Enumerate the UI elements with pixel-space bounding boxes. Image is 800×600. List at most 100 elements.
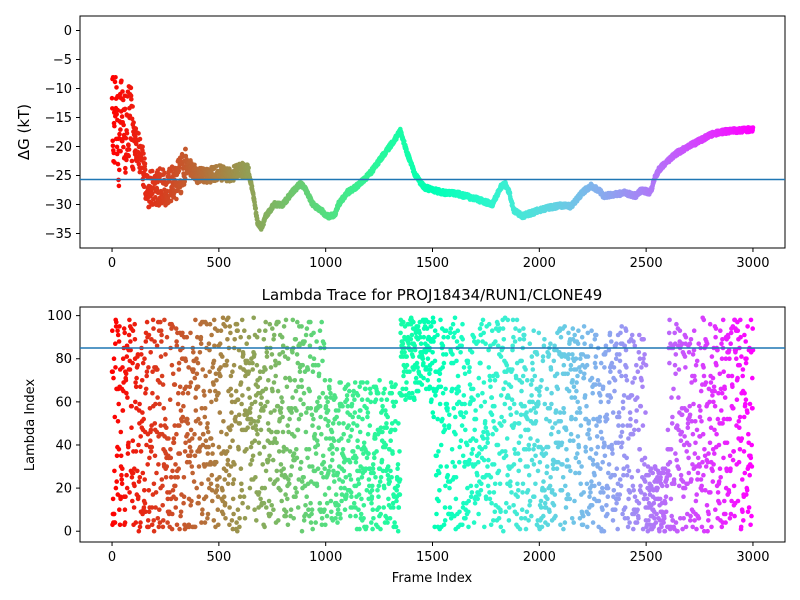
data-point	[134, 375, 139, 381]
data-point	[283, 317, 289, 323]
data-point	[246, 386, 251, 392]
data-point	[382, 485, 387, 491]
data-point	[171, 436, 177, 441]
data-point	[347, 459, 353, 465]
data-point	[151, 528, 157, 534]
data-point	[235, 397, 241, 403]
data-point	[250, 367, 255, 372]
data-point	[202, 406, 208, 411]
data-point	[314, 483, 320, 489]
data-point	[436, 498, 441, 504]
data-point	[131, 505, 137, 510]
data-point	[123, 371, 129, 377]
data-point	[276, 449, 282, 454]
data-point	[393, 382, 398, 387]
data-point	[227, 522, 232, 528]
data-point	[193, 408, 199, 413]
data-point	[170, 511, 175, 517]
data-point	[195, 360, 201, 366]
data-point	[143, 390, 148, 396]
data-point	[361, 503, 367, 508]
data-point	[292, 378, 298, 383]
data-point	[144, 373, 149, 379]
data-point	[369, 520, 374, 525]
data-point	[445, 472, 451, 478]
data-point	[475, 393, 481, 398]
data-point	[419, 382, 425, 387]
data-point	[330, 444, 335, 450]
data-point	[381, 390, 386, 396]
data-point	[237, 516, 242, 521]
data-point	[178, 513, 183, 519]
data-point	[449, 447, 455, 452]
data-point	[130, 498, 135, 504]
data-point	[512, 447, 517, 452]
data-point	[389, 390, 395, 396]
data-point	[115, 419, 121, 424]
data-point	[397, 477, 403, 482]
data-point	[476, 459, 481, 465]
data-point	[473, 438, 479, 444]
data-point	[285, 423, 291, 428]
data-point	[223, 468, 229, 474]
data-point	[267, 477, 273, 482]
data-point	[283, 513, 289, 519]
data-point	[147, 455, 152, 461]
data-point	[222, 500, 228, 506]
data-point	[176, 360, 182, 366]
data-point	[434, 453, 440, 459]
data-point	[388, 438, 394, 444]
data-point	[185, 421, 191, 426]
data-point	[130, 360, 135, 366]
data-point	[462, 401, 468, 407]
data-point	[329, 509, 334, 515]
data-point	[359, 496, 364, 502]
data-point	[262, 485, 268, 491]
data-point	[511, 334, 516, 340]
data-point	[267, 453, 272, 459]
data-point	[471, 334, 477, 340]
data-point	[159, 339, 164, 344]
data-point	[302, 339, 307, 344]
x-tick-label: 3000	[736, 256, 769, 271]
data-point	[334, 414, 340, 420]
data-point	[336, 408, 341, 413]
data-point	[445, 334, 451, 340]
data-point	[317, 500, 323, 506]
data-point	[481, 380, 487, 385]
data-point	[494, 427, 499, 433]
data-point	[219, 429, 224, 435]
data-point	[285, 522, 291, 528]
data-point	[335, 470, 341, 476]
data-point	[436, 449, 441, 454]
data-point	[379, 457, 385, 463]
data-point	[486, 365, 492, 370]
data-point	[495, 442, 501, 448]
data-point	[217, 341, 223, 347]
data-point	[394, 498, 399, 504]
data-point	[452, 464, 458, 469]
data-point	[285, 496, 290, 502]
data-point	[311, 330, 316, 336]
data-point	[136, 131, 141, 136]
data-point	[485, 436, 490, 441]
data-point	[340, 479, 346, 484]
data-point	[151, 326, 156, 331]
data-point	[152, 421, 158, 426]
data-point	[129, 475, 135, 480]
data-point	[441, 360, 447, 366]
data-point	[130, 104, 135, 109]
data-point	[358, 408, 363, 413]
data-point	[171, 440, 177, 446]
data-point	[154, 470, 159, 476]
data-point	[198, 341, 204, 347]
data-point	[199, 511, 205, 517]
data-point	[294, 490, 300, 495]
data-point	[115, 328, 120, 334]
data-point	[274, 468, 280, 474]
data-point	[220, 511, 226, 517]
data-point	[460, 321, 465, 327]
data-point	[119, 78, 124, 84]
data-point	[136, 528, 142, 534]
data-point	[220, 354, 225, 359]
